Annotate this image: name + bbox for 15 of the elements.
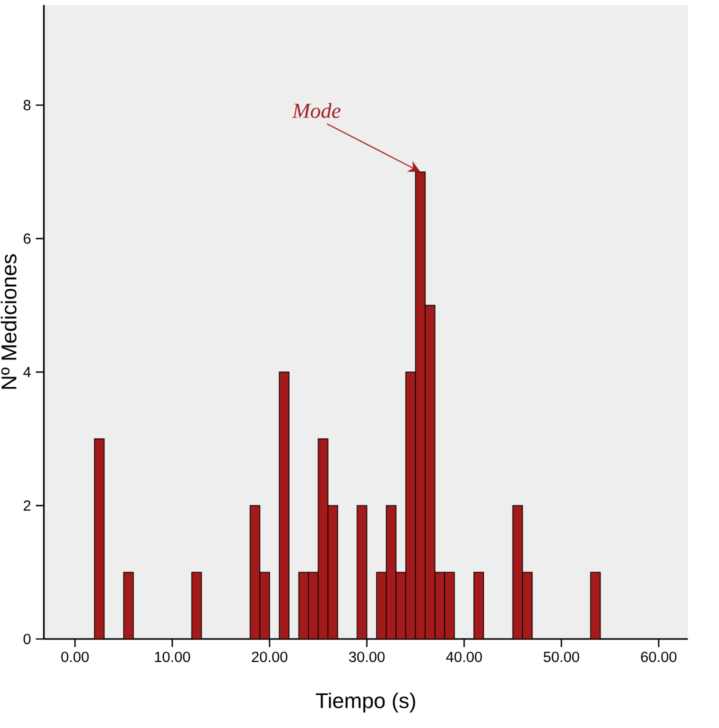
- x-tick-label: 20.00: [252, 652, 288, 662]
- y-tick-label: 8: [24, 100, 31, 110]
- x-axis-title: Tiempo (s): [316, 692, 416, 712]
- annotation: Mode: [292, 102, 340, 118]
- y-axis-title: Nº Mediciones: [0, 254, 17, 389]
- y-tick-label: 6: [24, 233, 31, 244]
- x-tick-label: 0.00: [61, 652, 89, 662]
- x-tick-label: 60.00: [641, 652, 676, 662]
- y-tick-label: 2: [24, 500, 30, 511]
- y-tick-label: 0: [24, 634, 31, 644]
- x-tick-label: 40.00: [446, 652, 482, 662]
- x-tick-label: 10.00: [155, 652, 190, 662]
- y-tick-label: 4: [23, 367, 31, 378]
- x-tick-label: 30.00: [349, 652, 385, 662]
- x-tick-label: 50.00: [544, 652, 580, 662]
